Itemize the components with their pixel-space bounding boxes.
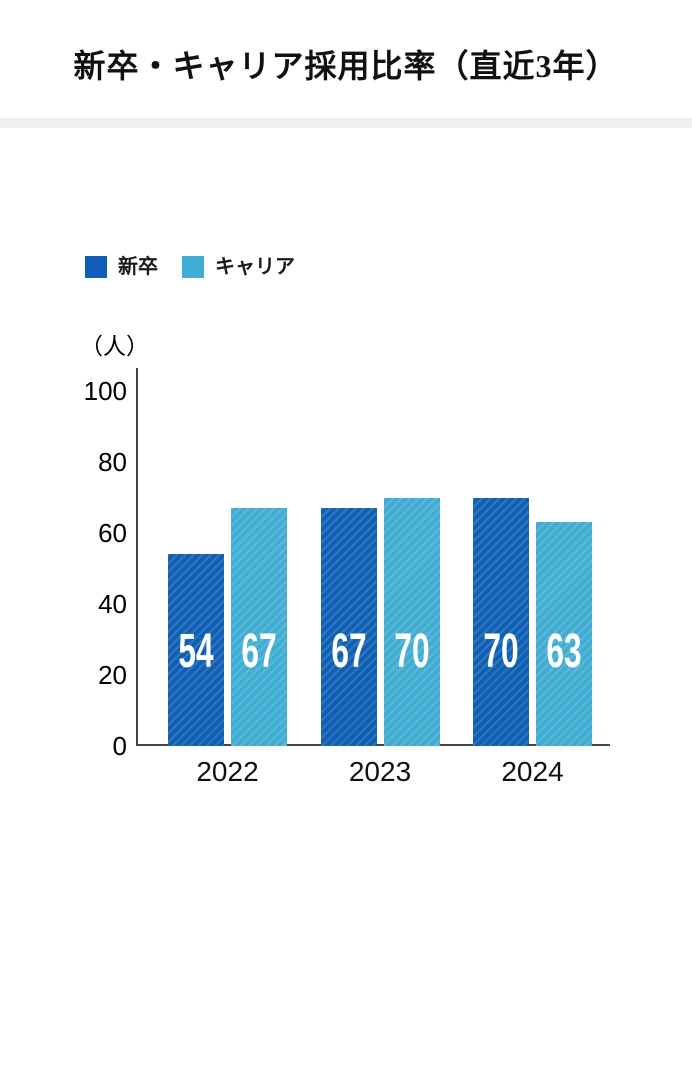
y-axis-unit-label: （人） bbox=[80, 333, 149, 359]
bar-value-label: 54 bbox=[178, 624, 214, 678]
y-axis-tick-label: 80 bbox=[98, 447, 127, 477]
y-axis-tick-label: 20 bbox=[98, 660, 127, 690]
bar-hatch-pattern bbox=[536, 522, 592, 746]
y-axis-tick-label: 40 bbox=[98, 589, 127, 619]
x-axis-label-2022: 2022 bbox=[196, 756, 259, 787]
x-axis-label-2024: 2024 bbox=[501, 756, 564, 787]
bar-value-label: 67 bbox=[330, 624, 367, 678]
bar-2022-career: 67 bbox=[231, 508, 287, 746]
bar-2024-career: 63 bbox=[536, 522, 592, 746]
bar-2023-shinsotsu: 67 bbox=[320, 508, 377, 746]
legend-swatch-shinsotsu bbox=[85, 256, 107, 278]
legend-label-shinsotsu: 新卒 bbox=[118, 256, 158, 278]
bar-value-label: 67 bbox=[241, 624, 277, 678]
bar-value-label: 63 bbox=[546, 624, 582, 678]
legend-item-career: キャリア bbox=[182, 256, 295, 278]
bar-2024-shinsotsu: 70 bbox=[473, 497, 529, 746]
bar-hatch-pattern bbox=[320, 508, 377, 746]
bar-hatch-pattern bbox=[473, 497, 529, 746]
bar-hatch-pattern bbox=[231, 508, 287, 746]
x-axis-label-2023: 2023 bbox=[348, 756, 412, 787]
bar-value-label: 70 bbox=[393, 625, 430, 678]
y-axis-tick-label: 0 bbox=[112, 731, 127, 761]
legend-item-shinsotsu: 新卒 bbox=[85, 256, 158, 278]
bar-2022-shinsotsu: 54 bbox=[168, 554, 224, 746]
bar-value-label: 70 bbox=[483, 625, 519, 678]
bar-hatch-pattern bbox=[168, 554, 224, 746]
y-axis-tick-label: 100 bbox=[83, 376, 127, 406]
y-axis-line bbox=[136, 368, 138, 746]
bar-2023-career: 70 bbox=[383, 497, 440, 746]
legend-label-career: キャリア bbox=[215, 256, 295, 278]
chart-legend: 新卒 キャリア bbox=[85, 256, 295, 278]
legend-swatch-career bbox=[182, 256, 204, 278]
bar-hatch-pattern bbox=[383, 497, 440, 746]
section-divider bbox=[0, 118, 692, 128]
y-axis-tick-label: 60 bbox=[98, 518, 127, 548]
chart-title: 新卒・キャリア採用比率（直近3年） bbox=[73, 48, 619, 84]
